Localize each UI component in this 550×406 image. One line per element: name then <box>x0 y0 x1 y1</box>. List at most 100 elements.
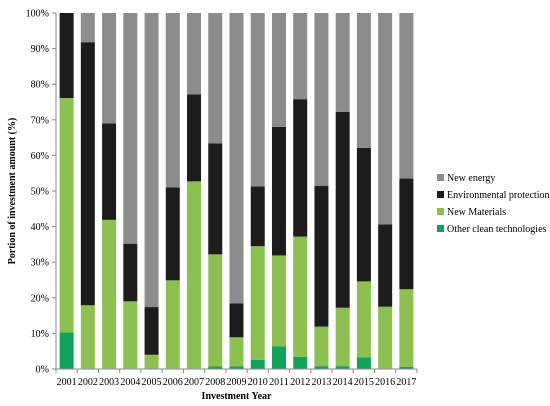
bar-environmental-protection-2010 <box>250 186 265 247</box>
bar-environmental-protection-2004 <box>123 243 138 302</box>
bar-new-materials-2008 <box>208 254 223 367</box>
x-axis-ticks: 2001 2002 2003 2004 2005 2006 2007 2008 2009 2010… <box>55 369 418 388</box>
bar-new-materials-2010 <box>250 246 265 360</box>
bar-environmental-protection-2011 <box>271 126 286 256</box>
y-tick-label: 70% <box>31 115 49 126</box>
bar-new-energy-2010 <box>250 13 265 187</box>
bar-new-materials-2017 <box>399 289 414 367</box>
bar-environmental-protection-2002 <box>80 42 95 306</box>
bar-environmental-protection-2016 <box>378 224 393 307</box>
x-tick-label: 2001 <box>57 377 77 388</box>
bar-new-energy-2017 <box>399 13 414 179</box>
bar-environmental-protection-2006 <box>165 187 180 281</box>
y-tick-label: 20% <box>31 293 49 304</box>
bar-new-materials-2003 <box>102 219 117 369</box>
bar-new-materials-2007 <box>187 181 202 369</box>
x-tick-label: 2004 <box>120 377 140 388</box>
bar-new-energy-2003 <box>102 13 117 124</box>
bar-new-materials-2009 <box>229 337 244 367</box>
x-tick-label: 2007 <box>184 377 204 388</box>
x-tick-label: 2012 <box>290 377 310 388</box>
bar-environmental-protection-2003 <box>102 123 117 220</box>
y-tick-label: 10% <box>31 329 49 340</box>
y-tick-label: 50% <box>31 187 49 198</box>
bar-new-materials-2012 <box>293 236 308 357</box>
bar-new-materials-2013 <box>314 326 329 367</box>
bar-environmental-protection-2014 <box>335 111 350 308</box>
x-tick-label: 2002 <box>78 377 98 388</box>
bar-new-energy-2009 <box>229 13 244 304</box>
bar-new-energy-2008 <box>208 13 223 144</box>
bar-environmental-protection-2008 <box>208 143 223 255</box>
bar-new-materials-2014 <box>335 307 350 367</box>
bar-new-materials-2015 <box>356 281 371 358</box>
bar-new-energy-2007 <box>187 13 202 95</box>
legend-swatch-other-clean-technologies <box>437 225 444 232</box>
legend-label-new-materials: New Materials <box>447 207 506 218</box>
y-tick-label: 30% <box>31 258 49 269</box>
bar-new-energy-2012 <box>293 13 308 100</box>
plot-area <box>59 13 414 369</box>
x-tick-label: 2013 <box>311 377 331 388</box>
x-tick-label: 2016 <box>375 377 395 388</box>
bar-new-materials-2002 <box>80 305 95 369</box>
legend-swatch-environmental-protection <box>437 191 444 198</box>
y-tick-label: 0% <box>36 365 49 376</box>
x-tick-label: 2006 <box>163 377 183 388</box>
bar-environmental-protection-2009 <box>229 303 244 338</box>
bar-environmental-protection-2005 <box>144 307 159 355</box>
bar-new-materials-2011 <box>271 255 286 347</box>
bar-new-energy-2011 <box>271 13 286 127</box>
legend: New energy Environmental protection New Ma… <box>437 173 549 235</box>
bar-new-energy-2015 <box>356 13 371 148</box>
bar-environmental-protection-2017 <box>399 178 414 290</box>
bar-other-clean-technologies-2013 <box>314 366 329 369</box>
bar-new-energy-2005 <box>144 13 159 308</box>
legend-swatch-new-energy <box>437 174 444 181</box>
bar-new-materials-2001 <box>59 98 74 333</box>
bar-environmental-protection-2001 <box>59 13 74 99</box>
bar-new-energy-2006 <box>165 13 180 188</box>
bar-new-energy-2016 <box>378 13 393 225</box>
bar-other-clean-technologies-2012 <box>293 356 308 369</box>
bar-other-clean-technologies-2014 <box>335 366 350 369</box>
legend-swatch-new-materials <box>437 208 444 215</box>
y-tick-label: 60% <box>31 151 49 162</box>
legend-label-new-energy: New energy <box>447 173 495 184</box>
legend-label-environmental-protection: Environmental protection <box>447 190 549 201</box>
bar-other-clean-technologies-2010 <box>250 359 265 369</box>
bar-other-clean-technologies-2017 <box>399 366 414 369</box>
x-axis-label: Investment Year <box>202 391 272 402</box>
y-tick-label: 80% <box>31 80 49 91</box>
x-tick-label: 2017 <box>396 377 416 388</box>
x-tick-label: 2010 <box>248 377 268 388</box>
bar-new-energy-2013 <box>314 13 329 187</box>
y-axis-label: Portion of investment amount (%) <box>7 118 18 265</box>
bar-new-materials-2006 <box>165 280 180 369</box>
bar-environmental-protection-2012 <box>293 99 308 237</box>
bar-other-clean-technologies-2008 <box>208 366 223 369</box>
bar-new-materials-2016 <box>378 306 393 369</box>
bar-environmental-protection-2007 <box>187 94 202 182</box>
bar-new-energy-2004 <box>123 13 138 244</box>
bar-new-energy-2002 <box>80 13 95 43</box>
bar-new-materials-2004 <box>123 301 138 369</box>
bar-other-clean-technologies-2011 <box>271 346 286 369</box>
bar-other-clean-technologies-2009 <box>229 366 244 369</box>
y-tick-label: 100% <box>26 9 49 20</box>
x-tick-label: 2005 <box>142 377 162 388</box>
x-tick-label: 2008 <box>205 377 225 388</box>
x-tick-label: 2003 <box>99 377 119 388</box>
bar-other-clean-technologies-2001 <box>59 332 74 369</box>
bar-environmental-protection-2015 <box>356 147 371 282</box>
legend-label-other-clean-technologies: Other clean technologies <box>447 224 547 235</box>
bar-other-clean-technologies-2015 <box>356 357 371 369</box>
x-tick-label: 2009 <box>227 377 247 388</box>
x-tick-label: 2011 <box>269 377 289 388</box>
bar-new-materials-2005 <box>144 354 159 369</box>
bar-environmental-protection-2013 <box>314 186 329 327</box>
y-tick-label: 40% <box>31 222 49 233</box>
x-tick-label: 2015 <box>354 377 374 388</box>
x-tick-label: 2014 <box>333 377 353 388</box>
